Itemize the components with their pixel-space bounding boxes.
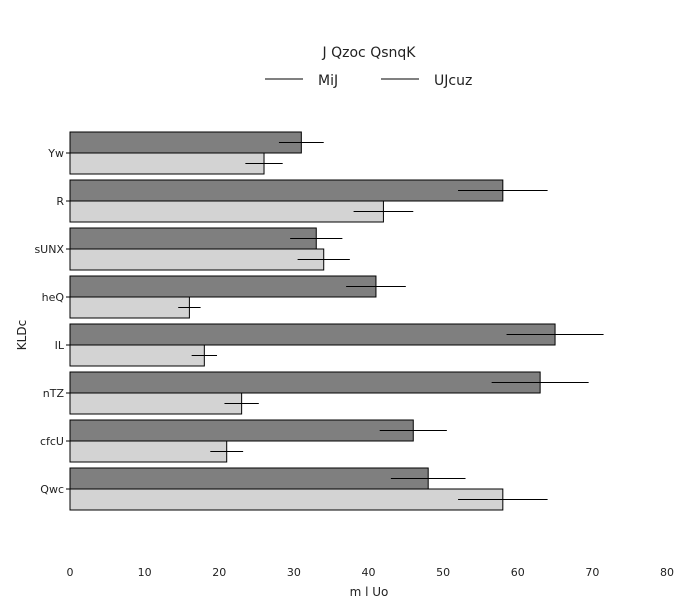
x-tick-label-70: 70 <box>585 566 599 579</box>
bar-1-Yw <box>69 131 302 154</box>
y-tick-label-sUNX: sUNX <box>34 243 64 256</box>
bar-1-R <box>69 179 504 202</box>
bar-2-Qwc <box>69 488 504 511</box>
bar-1-IL <box>69 323 556 346</box>
y-tick-label-Qwc: Qwc <box>40 483 64 496</box>
x-tick-label-80: 80 <box>660 566 674 579</box>
chart-title: J Qzoc QsnqK <box>322 45 417 61</box>
y-tick-label-nTZ: nTZ <box>43 387 65 400</box>
bar-2-heQ <box>69 296 190 319</box>
x-tick-labels: 0 10 20 30 40 50 60 70 80 <box>67 566 675 579</box>
bar-1-cfcU <box>69 419 414 442</box>
bar-2-R <box>69 200 384 223</box>
x-tick-label-20: 20 <box>212 566 226 579</box>
x-tick-label-0: 0 <box>67 566 74 579</box>
bar-1-sUNX <box>69 227 317 250</box>
bar-2-Yw <box>69 152 265 175</box>
x-tick-label-10: 10 <box>138 566 152 579</box>
bar-1-Qwc <box>69 467 429 490</box>
legend-label-series-2: UJcuz <box>434 73 472 89</box>
bar-2-sUNX <box>69 248 325 271</box>
legend: MiJ UJcuz <box>265 73 472 89</box>
x-tick-label-40: 40 <box>362 566 376 579</box>
bar-2-IL <box>69 344 205 367</box>
x-tick-label-30: 30 <box>287 566 301 579</box>
bars-group <box>69 131 556 511</box>
bar-1-heQ <box>69 275 377 298</box>
y-tick-label-IL: IL <box>55 339 65 352</box>
x-tick-label-50: 50 <box>436 566 450 579</box>
y-tick-label-Yw: Yw <box>47 147 64 160</box>
error-bars-group <box>178 142 604 500</box>
x-axis-label: m l Uo <box>350 585 389 599</box>
bar-2-nTZ <box>69 392 243 415</box>
y-axis-label: KLDc <box>15 320 29 350</box>
legend-label-series-1: MiJ <box>318 73 338 89</box>
y-tick-label-cfcU: cfcU <box>40 435 64 448</box>
x-tick-label-60: 60 <box>511 566 525 579</box>
bar-2-cfcU <box>69 440 228 463</box>
y-tick-label-heQ: heQ <box>42 291 65 304</box>
bar-1-nTZ <box>69 371 541 394</box>
y-tick-label-R: R <box>56 195 64 208</box>
